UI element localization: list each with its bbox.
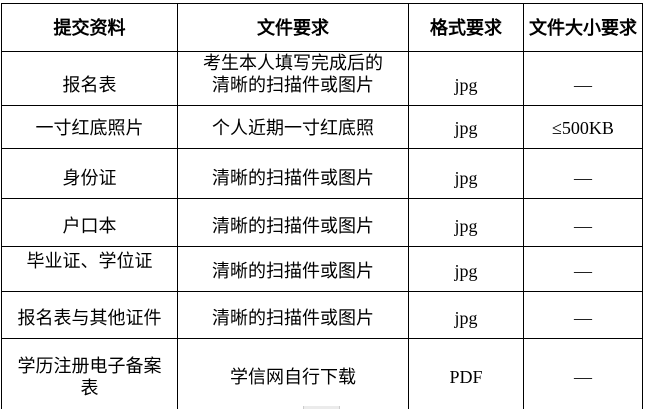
cell-file-size: — (523, 291, 643, 339)
table-row: 身份证 清晰的扫描件或图片 jpg — (1, 148, 643, 199)
cell-format: jpg (408, 198, 524, 247)
cell-file-size: ≤500KB (523, 105, 643, 149)
page-bottom-artifact (303, 406, 340, 409)
cell-material: 毕业证、学位证 (1, 246, 178, 292)
cell-format: jpg (408, 246, 524, 292)
cell-file-requirement: 清晰的扫描件或图片 (177, 246, 409, 292)
cell-file-requirement: 考生本人填写完成后的 清晰的扫描件或图片 (177, 51, 409, 106)
table-row: 报名表 考生本人填写完成后的 清晰的扫描件或图片 jpg — (1, 51, 643, 106)
cell-file-size: — (523, 148, 643, 199)
cell-file-requirement: 清晰的扫描件或图片 (177, 291, 409, 339)
cell-material: 一寸红底照片 (1, 105, 178, 149)
cell-file-size: — (523, 51, 643, 106)
cell-file-requirement: 清晰的扫描件或图片 (177, 198, 409, 247)
cell-file-size: — (523, 246, 643, 292)
header-submit-material: 提交资料 (1, 3, 178, 52)
table-row: 学历注册电子备案 表 学信网自行下载 PDF — (1, 338, 643, 409)
header-format-requirement: 格式要求 (408, 3, 524, 52)
cell-file-size: — (523, 338, 643, 409)
table-row: 报名表与其他证件 清晰的扫描件或图片 jpg — (1, 291, 643, 339)
cell-material: 报名表与其他证件 (1, 291, 178, 339)
table-row: 户口本 清晰的扫描件或图片 jpg — (1, 198, 643, 247)
cell-material: 身份证 (1, 148, 178, 199)
cell-file-requirement: 清晰的扫描件或图片 (177, 148, 409, 199)
cell-format: jpg (408, 291, 524, 339)
header-row: 提交资料 文件要求 格式要求 文件大小要求 (1, 3, 643, 52)
cell-material: 学历注册电子备案 表 (1, 338, 178, 409)
cell-file-requirement: 学信网自行下载 (177, 338, 409, 409)
cell-material: 户口本 (1, 198, 178, 247)
cell-file-size: — (523, 198, 643, 247)
cell-format: jpg (408, 105, 524, 149)
cell-format: jpg (408, 51, 524, 106)
table-row: 毕业证、学位证 清晰的扫描件或图片 jpg — (1, 246, 643, 292)
cell-file-requirement: 个人近期一寸红底照 (177, 105, 409, 149)
cell-format: PDF (408, 338, 524, 409)
header-file-size-requirement: 文件大小要求 (523, 3, 643, 52)
cell-material: 报名表 (1, 51, 178, 106)
header-file-requirement: 文件要求 (177, 3, 409, 52)
cell-format: jpg (408, 148, 524, 199)
table-row: 一寸红底照片 个人近期一寸红底照 jpg ≤500KB (1, 105, 643, 149)
requirements-table: 提交资料 文件要求 格式要求 文件大小要求 报名表 考生本人填写完成后的 清晰的… (1, 3, 643, 409)
